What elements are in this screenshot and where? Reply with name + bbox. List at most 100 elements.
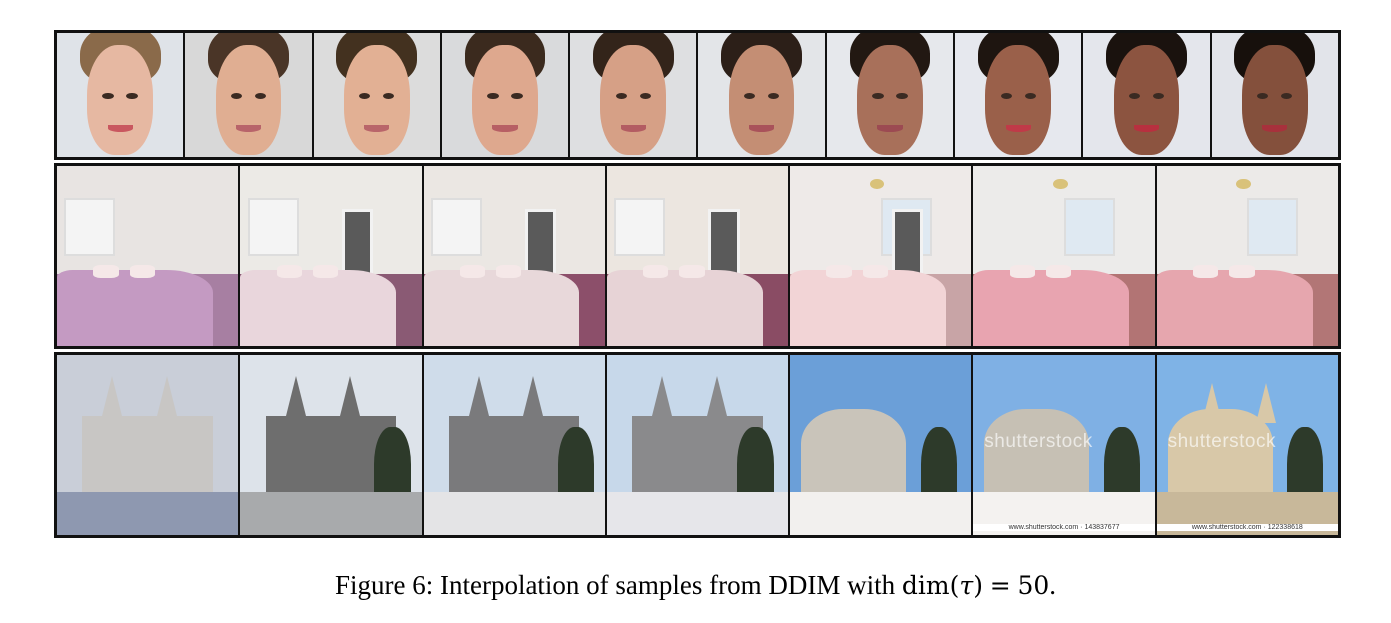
spire-shape xyxy=(652,376,673,417)
figure-caption: Figure 6: Interpolation of samples from … xyxy=(0,570,1391,601)
mouth-shape xyxy=(1262,124,1288,133)
window-shape xyxy=(64,198,116,257)
right-eye xyxy=(1281,92,1293,99)
ground xyxy=(790,491,972,535)
spire-shape xyxy=(468,376,489,417)
pillow-shape xyxy=(862,265,888,278)
left-eye xyxy=(615,92,627,99)
church-building-shape xyxy=(801,409,907,496)
face-shape xyxy=(728,45,795,155)
caption-period: . xyxy=(1049,570,1057,600)
window-shape xyxy=(247,198,299,257)
mouth-shape xyxy=(107,124,133,133)
math-close-paren: ) xyxy=(973,571,983,600)
bedroom-tile xyxy=(423,166,605,346)
face-shape xyxy=(343,45,410,155)
church-tile xyxy=(606,355,789,535)
church-tile xyxy=(57,355,239,535)
window-shape xyxy=(1064,198,1116,257)
church-tile: shutterstock www.shutterstock.com · 12233… xyxy=(1156,355,1338,535)
pillow-shape xyxy=(93,265,119,278)
face-shape xyxy=(985,45,1052,155)
caption-text: Figure 6: Interpolation of samples from … xyxy=(334,570,896,600)
spire-shape xyxy=(285,376,306,417)
church-building-shape xyxy=(265,416,397,496)
bedroom-tile xyxy=(790,166,972,346)
face-tile xyxy=(826,33,954,157)
ground xyxy=(57,491,239,535)
window-shape xyxy=(430,198,482,257)
face-shape xyxy=(1241,45,1308,155)
right-eye xyxy=(126,92,138,99)
right-eye xyxy=(1152,92,1165,99)
face-tile xyxy=(955,33,1082,157)
ground xyxy=(423,491,605,535)
ground xyxy=(606,491,789,535)
math-value: 50 xyxy=(1017,571,1050,600)
bed-shape xyxy=(606,270,763,346)
math-open-paren: ( xyxy=(949,571,960,600)
face-tile xyxy=(1211,33,1338,157)
watermark-text: shutterstock xyxy=(984,430,1093,452)
left-eye xyxy=(872,92,884,99)
right-eye xyxy=(383,92,395,99)
church-tile xyxy=(423,355,605,535)
church-building-shape xyxy=(448,416,580,496)
church-building-shape xyxy=(984,409,1090,496)
spire-shape xyxy=(102,376,123,417)
bed-shape xyxy=(973,270,1130,346)
church-interpolation-row: shutterstock www.shutterstock.com · 14383… xyxy=(54,352,1341,538)
image-credit-text: www.shutterstock.com · 122338618 xyxy=(1156,524,1338,532)
ceiling-lamp-shape xyxy=(1236,178,1251,190)
pillow-shape xyxy=(1192,265,1219,278)
mouth-shape xyxy=(877,124,903,133)
church-building-shape xyxy=(82,416,213,496)
spire-shape xyxy=(156,376,177,417)
face-shape xyxy=(87,45,153,155)
ceiling-lamp-shape xyxy=(1053,178,1068,190)
bedroom-interpolation-row xyxy=(54,163,1341,349)
spire-shape xyxy=(1202,383,1222,424)
bed-shape xyxy=(57,270,213,346)
face-shape xyxy=(472,45,538,155)
face-shape xyxy=(600,45,667,155)
face-tile xyxy=(698,33,825,157)
face-tile xyxy=(570,33,697,157)
left-eye xyxy=(1128,92,1141,99)
window-shape xyxy=(614,198,666,257)
pillow-shape xyxy=(312,265,339,278)
watermark-text: shutterstock xyxy=(1167,430,1276,452)
spire-shape xyxy=(1256,383,1277,424)
bedroom-tile xyxy=(240,166,422,346)
left-eye xyxy=(102,92,114,99)
face-tile xyxy=(185,33,312,157)
window-shape xyxy=(1247,198,1299,257)
right-eye xyxy=(767,92,780,99)
face-shape xyxy=(857,45,923,155)
ground xyxy=(240,491,422,535)
right-eye xyxy=(511,92,523,99)
pillow-shape xyxy=(459,265,486,278)
left-eye xyxy=(1257,92,1269,99)
face-tile xyxy=(1083,33,1210,157)
spire-shape xyxy=(523,376,544,417)
church-tile: shutterstock www.shutterstock.com · 14383… xyxy=(973,355,1155,535)
church-tile xyxy=(790,355,972,535)
math-equals: = xyxy=(989,571,1011,600)
left-eye xyxy=(230,92,243,99)
image-credit-text: www.shutterstock.com · 143837677 xyxy=(973,524,1155,532)
face-interpolation-row xyxy=(54,30,1341,160)
left-eye xyxy=(743,92,756,99)
bedroom-tile xyxy=(1156,166,1338,346)
face-tile xyxy=(313,33,440,157)
right-eye xyxy=(639,92,651,99)
left-eye xyxy=(487,92,499,99)
ceiling-lamp-shape xyxy=(869,178,885,190)
pillow-shape xyxy=(276,265,302,278)
mouth-shape xyxy=(364,124,390,133)
right-eye xyxy=(896,92,908,99)
bedroom-tile xyxy=(57,166,239,346)
left-eye xyxy=(1000,92,1012,99)
left-eye xyxy=(359,92,371,99)
face-shape xyxy=(1113,45,1180,155)
